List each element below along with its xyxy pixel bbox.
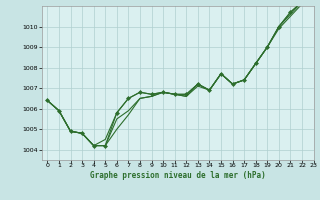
X-axis label: Graphe pression niveau de la mer (hPa): Graphe pression niveau de la mer (hPa) xyxy=(90,171,266,180)
